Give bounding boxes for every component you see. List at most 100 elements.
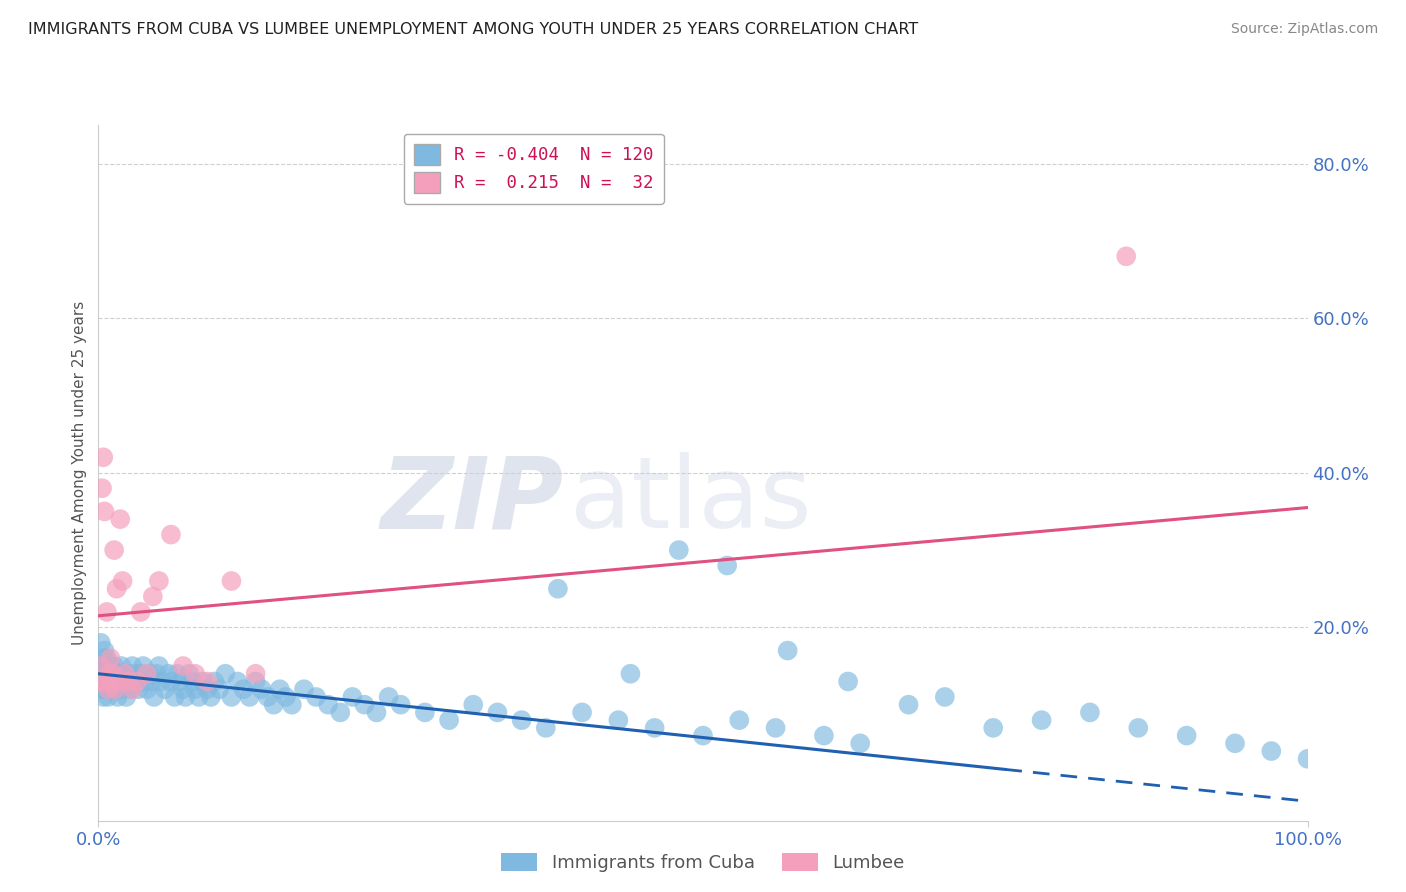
Point — [141, 674, 163, 689]
Point — [96, 651, 118, 665]
Point — [110, 659, 132, 673]
Point — [214, 666, 236, 681]
Point — [93, 659, 115, 673]
Point — [97, 690, 120, 704]
Point — [145, 666, 167, 681]
Point — [716, 558, 738, 573]
Point — [181, 674, 204, 689]
Point — [437, 713, 460, 727]
Point — [89, 659, 111, 673]
Point — [89, 674, 111, 689]
Point — [1175, 729, 1198, 743]
Point — [250, 682, 273, 697]
Point — [981, 721, 1004, 735]
Point — [94, 682, 117, 697]
Point — [104, 682, 127, 697]
Point — [105, 674, 128, 689]
Point — [103, 543, 125, 558]
Point — [316, 698, 339, 712]
Point — [174, 690, 197, 704]
Point — [148, 659, 170, 673]
Point — [138, 666, 160, 681]
Point — [91, 666, 114, 681]
Point — [127, 682, 149, 697]
Point — [143, 690, 166, 704]
Point — [366, 706, 388, 720]
Point — [100, 651, 122, 665]
Point — [204, 674, 226, 689]
Point — [208, 682, 231, 697]
Point — [91, 481, 114, 495]
Point — [934, 690, 956, 704]
Point — [100, 674, 122, 689]
Point — [813, 729, 835, 743]
Point — [195, 682, 218, 697]
Point — [281, 698, 304, 712]
Point — [97, 682, 120, 697]
Point — [98, 666, 121, 681]
Point — [463, 698, 485, 712]
Point — [108, 674, 131, 689]
Point — [274, 690, 297, 704]
Point — [195, 674, 218, 689]
Text: Source: ZipAtlas.com: Source: ZipAtlas.com — [1230, 22, 1378, 37]
Point — [510, 713, 533, 727]
Point — [91, 450, 114, 465]
Text: IMMIGRANTS FROM CUBA VS LUMBEE UNEMPLOYMENT AMONG YOUTH UNDER 25 YEARS CORRELATI: IMMIGRANTS FROM CUBA VS LUMBEE UNEMPLOYM… — [28, 22, 918, 37]
Point — [96, 674, 118, 689]
Point — [1296, 752, 1319, 766]
Point — [104, 666, 127, 681]
Point — [142, 590, 165, 604]
Point — [127, 674, 149, 689]
Point — [148, 574, 170, 588]
Point — [765, 721, 787, 735]
Point — [100, 674, 122, 689]
Point — [101, 666, 124, 681]
Point — [150, 674, 173, 689]
Point — [93, 643, 115, 657]
Point — [1128, 721, 1150, 735]
Point — [121, 659, 143, 673]
Text: atlas: atlas — [569, 452, 811, 549]
Point — [1031, 713, 1053, 727]
Point — [305, 690, 328, 704]
Point — [105, 682, 128, 697]
Point — [619, 666, 641, 681]
Point — [263, 698, 285, 712]
Point — [124, 666, 146, 681]
Point — [105, 582, 128, 596]
Legend: Immigrants from Cuba, Lumbee: Immigrants from Cuba, Lumbee — [492, 844, 914, 881]
Point — [169, 674, 191, 689]
Point — [114, 666, 136, 681]
Point — [221, 574, 243, 588]
Point — [534, 721, 557, 735]
Point — [112, 666, 135, 681]
Point — [94, 674, 117, 689]
Point — [607, 713, 630, 727]
Point — [728, 713, 751, 727]
Point — [91, 651, 114, 665]
Point — [121, 682, 143, 697]
Point — [245, 666, 267, 681]
Point — [292, 682, 315, 697]
Point — [111, 682, 134, 697]
Point — [184, 666, 207, 681]
Point — [692, 729, 714, 743]
Point — [187, 690, 209, 704]
Y-axis label: Unemployment Among Youth under 25 years: Unemployment Among Youth under 25 years — [72, 301, 87, 645]
Point — [353, 698, 375, 712]
Point — [129, 605, 152, 619]
Point — [849, 736, 872, 750]
Point — [107, 674, 129, 689]
Point — [127, 674, 149, 689]
Point — [97, 659, 120, 673]
Point — [101, 674, 124, 689]
Point — [108, 666, 131, 681]
Point — [172, 659, 194, 673]
Point — [160, 527, 183, 541]
Point — [91, 682, 114, 697]
Point — [239, 690, 262, 704]
Point — [486, 706, 509, 720]
Point — [101, 682, 124, 697]
Point — [166, 666, 188, 681]
